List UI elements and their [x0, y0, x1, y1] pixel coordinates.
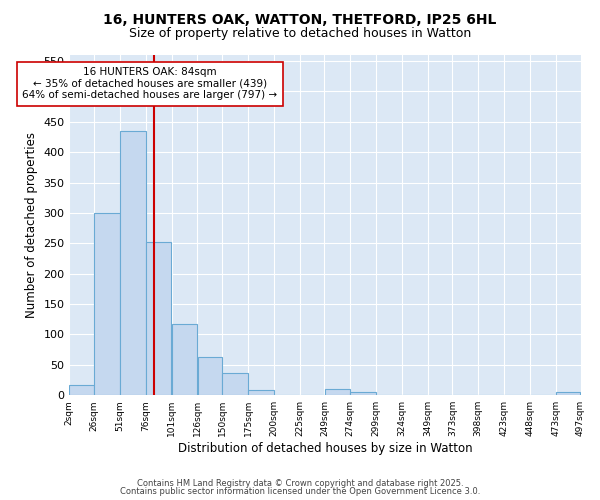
Text: Contains HM Land Registry data © Crown copyright and database right 2025.: Contains HM Land Registry data © Crown c…: [137, 478, 463, 488]
Text: Contains public sector information licensed under the Open Government Licence 3.: Contains public sector information licen…: [120, 487, 480, 496]
Bar: [120, 131, 146, 395]
Bar: [556, 392, 580, 395]
Bar: [146, 242, 172, 395]
Y-axis label: Number of detached properties: Number of detached properties: [25, 132, 38, 318]
Bar: [325, 389, 350, 395]
Bar: [70, 385, 94, 395]
Text: 16, HUNTERS OAK, WATTON, THETFORD, IP25 6HL: 16, HUNTERS OAK, WATTON, THETFORD, IP25 …: [103, 12, 497, 26]
Bar: [222, 374, 248, 395]
Bar: [248, 390, 274, 395]
Bar: [172, 324, 197, 395]
Text: 16 HUNTERS OAK: 84sqm
← 35% of detached houses are smaller (439)
64% of semi-det: 16 HUNTERS OAK: 84sqm ← 35% of detached …: [22, 67, 277, 100]
X-axis label: Distribution of detached houses by size in Watton: Distribution of detached houses by size …: [178, 442, 472, 455]
Bar: [197, 357, 222, 395]
Bar: [94, 213, 120, 395]
Text: Size of property relative to detached houses in Watton: Size of property relative to detached ho…: [129, 28, 471, 40]
Bar: [350, 392, 376, 395]
